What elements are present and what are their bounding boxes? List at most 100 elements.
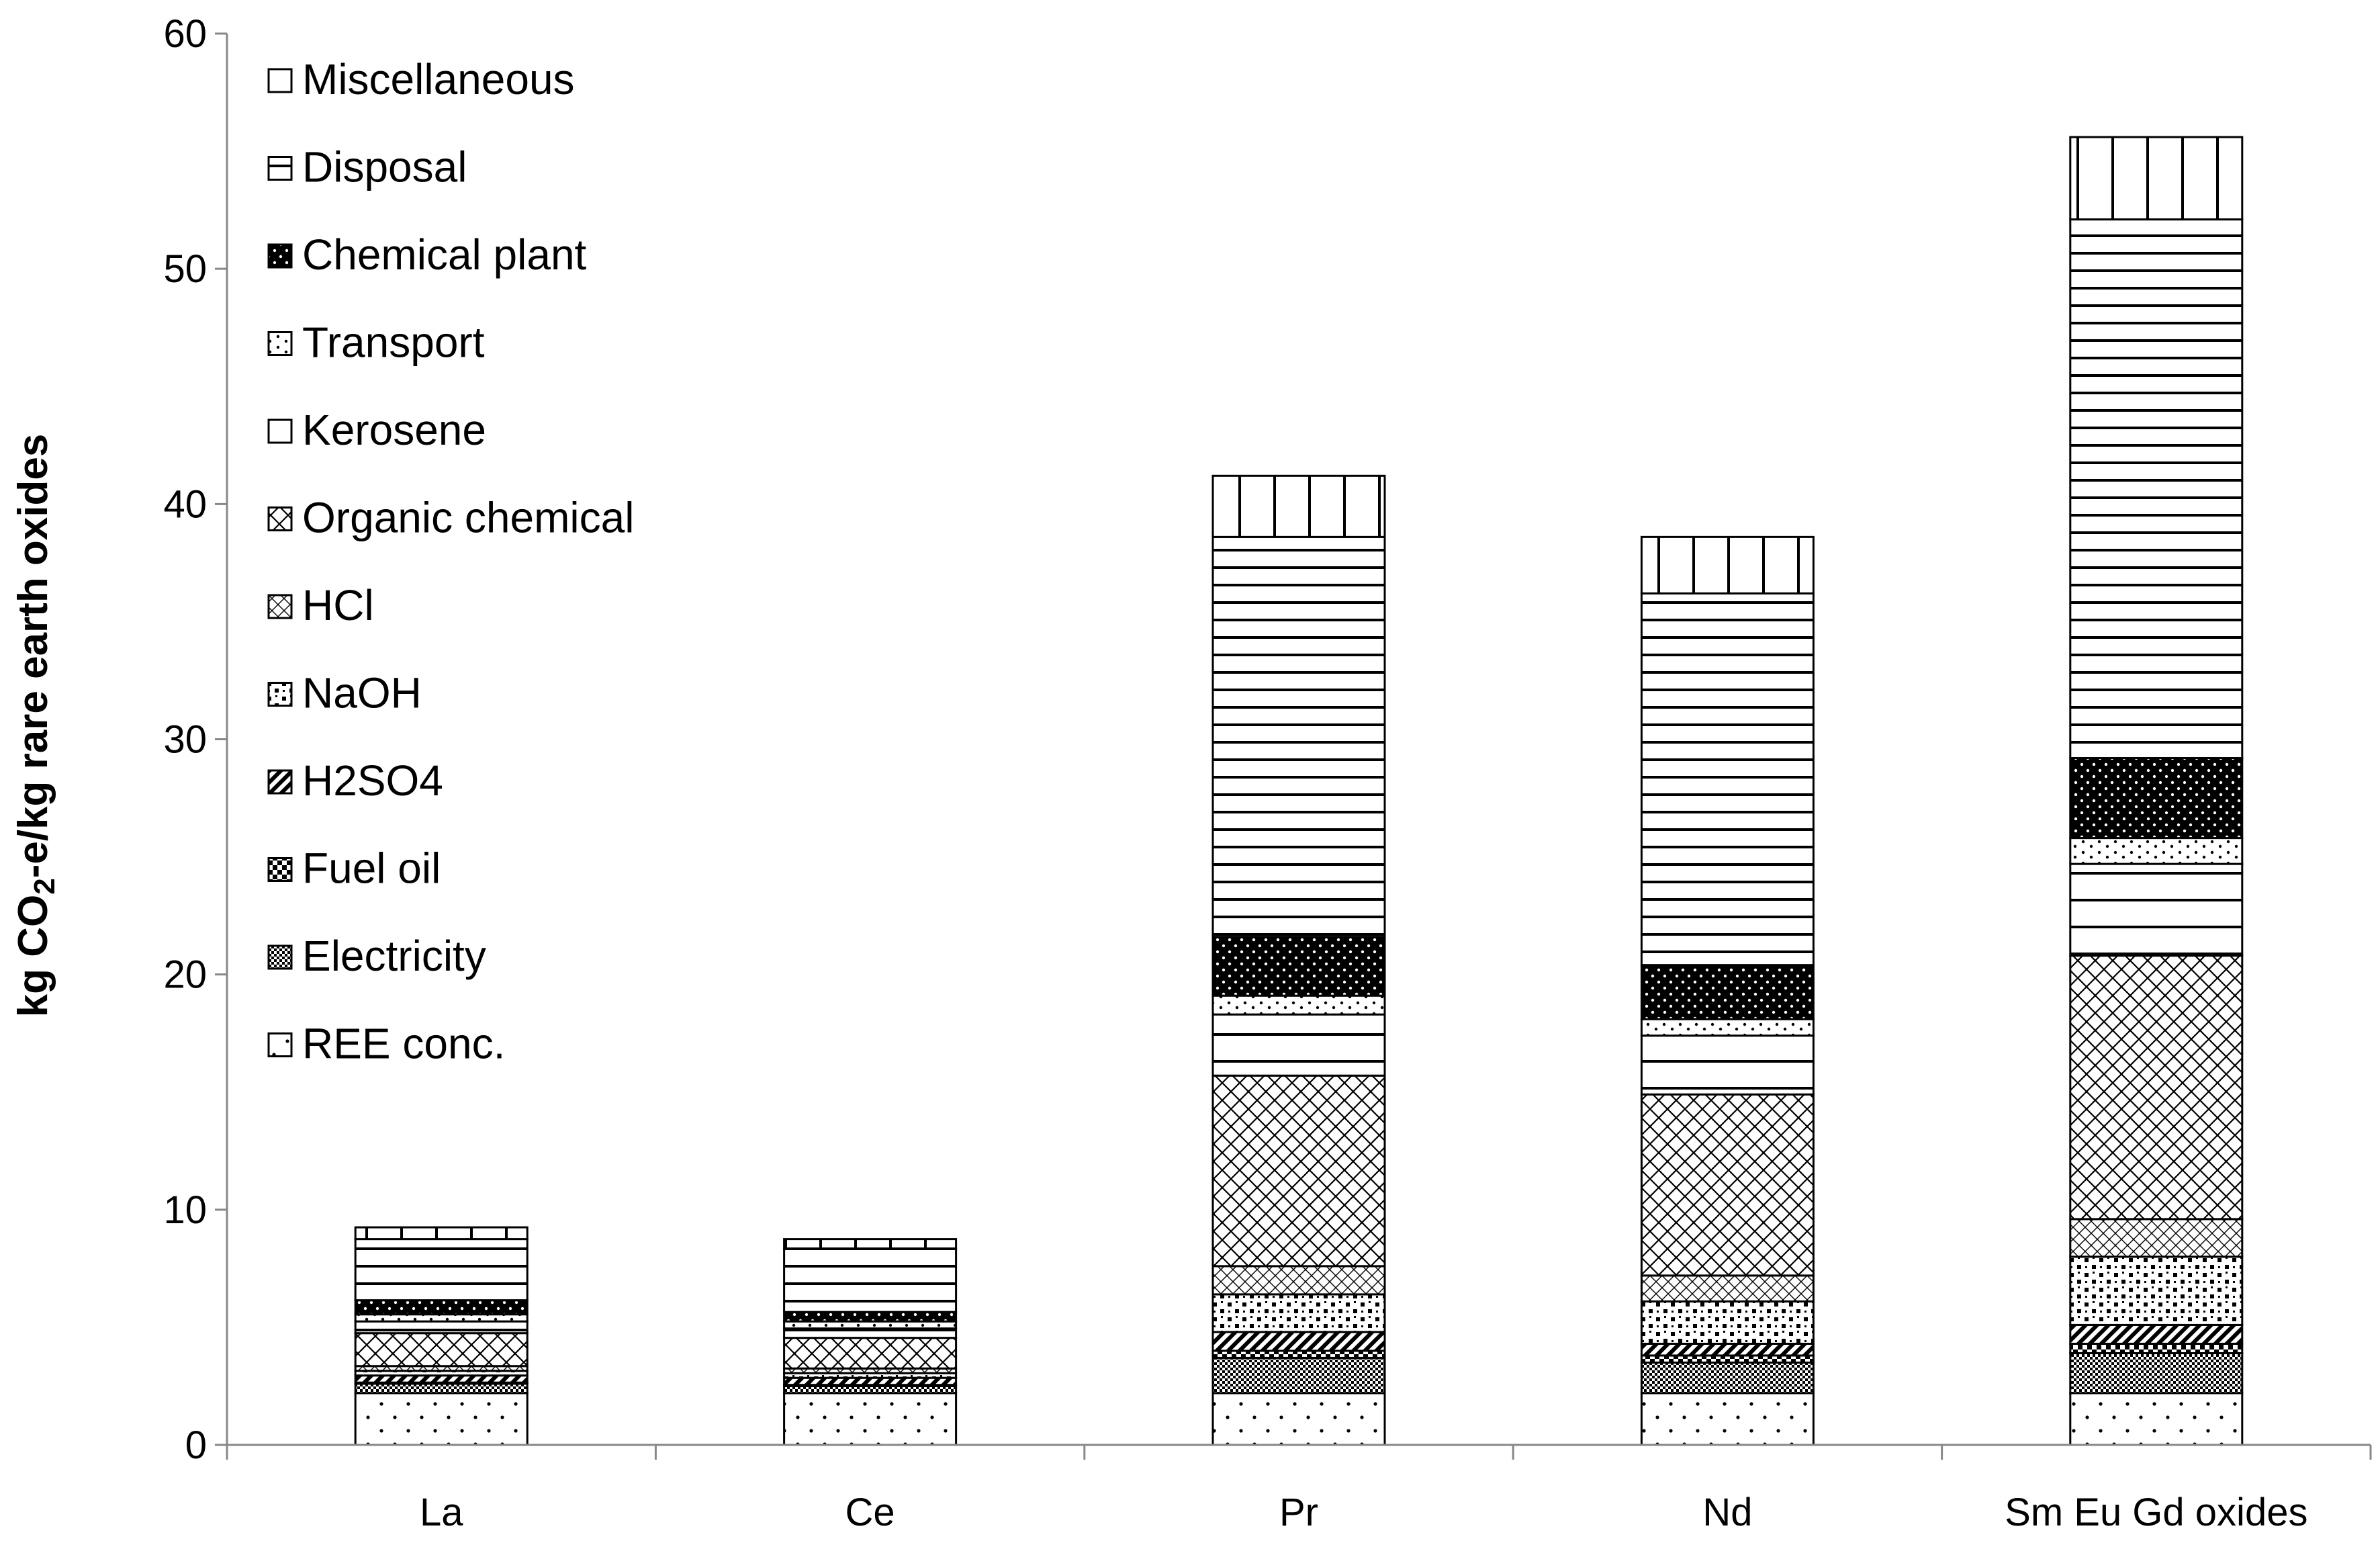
bar-segment-hcl — [1211, 1265, 1386, 1296]
bar-segment-chemical-plant — [354, 1299, 529, 1316]
legend-label: Organic chemical — [302, 494, 634, 542]
bar-segment-disposal — [354, 1238, 529, 1302]
y-tick-label: 40 — [163, 482, 207, 526]
legend-label: REE conc. — [302, 1020, 505, 1068]
bar-segment-transport — [354, 1313, 529, 1323]
x-tick-label: Ce — [845, 1491, 895, 1534]
bar-segment-h2so4 — [2069, 1323, 2244, 1345]
legend-label: Miscellaneous — [302, 55, 575, 103]
legend-swatch — [267, 857, 293, 882]
axes-layer: 0 10 20 30 40 50 60 La Ce Pr Nd Sm Eu Gd oxides — [163, 12, 2372, 1534]
bar-stack-ce — [783, 1238, 958, 1446]
bar-segment-organic-chemical — [354, 1332, 529, 1368]
bar-segment-kerosene — [354, 1320, 529, 1335]
x-tick-label: La — [420, 1491, 463, 1534]
y-tick-label: 10 — [163, 1188, 207, 1232]
bar-segment-electricity — [783, 1384, 958, 1395]
bar-segment-ree-conc- — [783, 1392, 958, 1446]
bar-segment-kerosene — [1211, 1013, 1386, 1077]
bar-segment-electricity — [2069, 1352, 2244, 1395]
bar-segment-chemical-plant — [2069, 757, 2244, 840]
legend-swatch — [267, 594, 293, 619]
bar-segment-hcl — [2069, 1218, 2244, 1258]
x-tick-label: Sm Eu Gd oxides — [2005, 1491, 2307, 1534]
legend-label: Fuel oil — [302, 844, 441, 893]
bar-segment-disposal — [783, 1247, 958, 1313]
x-tick-label: Nd — [1702, 1491, 1752, 1534]
bar-segment-ree-conc- — [354, 1392, 529, 1446]
legend-label: Electricity — [302, 932, 486, 980]
bar-segment-transport — [2069, 837, 2244, 865]
bar-segment-h2so4 — [1640, 1342, 1815, 1357]
bar-segment-kerosene — [2069, 863, 2244, 957]
bar-segment-kerosene — [783, 1327, 958, 1339]
bar-segment-electricity — [1211, 1356, 1386, 1395]
bar-segment-naoh — [1640, 1300, 1815, 1345]
bar-segment-h2so4 — [1211, 1331, 1386, 1352]
bar-segment-miscellaneous — [1211, 474, 1386, 538]
bar-stack-sm-eu-gd-oxides — [2069, 136, 2244, 1446]
bar-segment-organic-chemical — [783, 1337, 958, 1370]
bar-stack-pr — [1211, 474, 1386, 1446]
bar-segment-organic-chemical — [1211, 1074, 1386, 1268]
legend-label: Transport — [302, 318, 485, 367]
bar-segment-organic-chemical — [2069, 955, 2244, 1221]
legend-label: Kerosene — [302, 406, 486, 454]
y-tick-label: 0 — [185, 1423, 207, 1467]
bar-segment-transport — [1211, 994, 1386, 1016]
legend-swatch — [267, 243, 293, 269]
bar-segment-h2so4 — [354, 1374, 529, 1384]
bar-segment-naoh — [1211, 1293, 1386, 1333]
y-axis-label: kg CO2-e/kg rare earth oxides — [10, 434, 61, 1018]
bar-segment-transport — [1640, 1018, 1815, 1037]
legend-label: HCl — [302, 581, 374, 629]
legend: Miscellaneous Disposal Chemical plant Trans… — [267, 55, 634, 1068]
bar-segment-chemical-plant — [1211, 936, 1386, 997]
bar-segment-miscellaneous — [2069, 136, 2244, 221]
bar-segment-disposal — [2069, 218, 2244, 760]
legend-swatch — [267, 331, 293, 356]
legend-swatch — [267, 418, 293, 444]
legend-label: Chemical plant — [302, 230, 587, 279]
legend-swatch — [267, 944, 293, 970]
bar-segment-fuel-oil — [1640, 1354, 1815, 1364]
bar-segment-h2so4 — [783, 1376, 958, 1386]
y-tick-label: 50 — [163, 247, 207, 291]
bar-segment-disposal — [1640, 592, 1815, 967]
bar-segment-electricity — [354, 1382, 529, 1395]
bar-segment-organic-chemical — [1640, 1093, 1815, 1277]
bar-segment-fuel-oil — [2069, 1342, 2244, 1354]
legend-swatch — [267, 769, 293, 795]
y-tick-label: 60 — [163, 12, 207, 56]
bar-stack-nd — [1640, 535, 1815, 1446]
legend-swatch — [267, 68, 293, 93]
bar-segment-disposal — [1211, 535, 1386, 938]
bar-segment-hcl — [1640, 1274, 1815, 1302]
bar-segment-chemical-plant — [1640, 964, 1815, 1020]
y-tick-label: 20 — [163, 953, 207, 997]
bar-segment-ree-conc- — [1640, 1392, 1815, 1446]
bar-segment-fuel-oil — [1211, 1350, 1386, 1359]
bar-segment-chemical-plant — [783, 1311, 958, 1323]
bar-segment-miscellaneous — [1640, 535, 1815, 594]
legend-label: H2SO4 — [302, 756, 443, 805]
bar-segment-naoh — [2069, 1255, 2244, 1326]
bar-segment-miscellaneous — [783, 1238, 958, 1250]
bar-segment-ree-conc- — [1211, 1392, 1386, 1446]
bar-stack-la — [354, 1226, 529, 1446]
legend-swatch — [267, 1032, 293, 1057]
bar-segment-miscellaneous — [354, 1226, 529, 1241]
legend-swatch — [267, 156, 293, 181]
bar-segment-transport — [783, 1320, 958, 1330]
bar-segment-electricity — [1640, 1361, 1815, 1395]
y-tick-label: 30 — [163, 718, 207, 762]
legend-swatch — [267, 506, 293, 531]
bar-segment-ree-conc- — [2069, 1392, 2244, 1446]
legend-label: NaOH — [302, 669, 422, 717]
legend-swatch — [267, 682, 293, 707]
bars-layer — [354, 136, 2244, 1446]
legend-label: Disposal — [302, 143, 467, 191]
bar-segment-kerosene — [1640, 1034, 1815, 1096]
